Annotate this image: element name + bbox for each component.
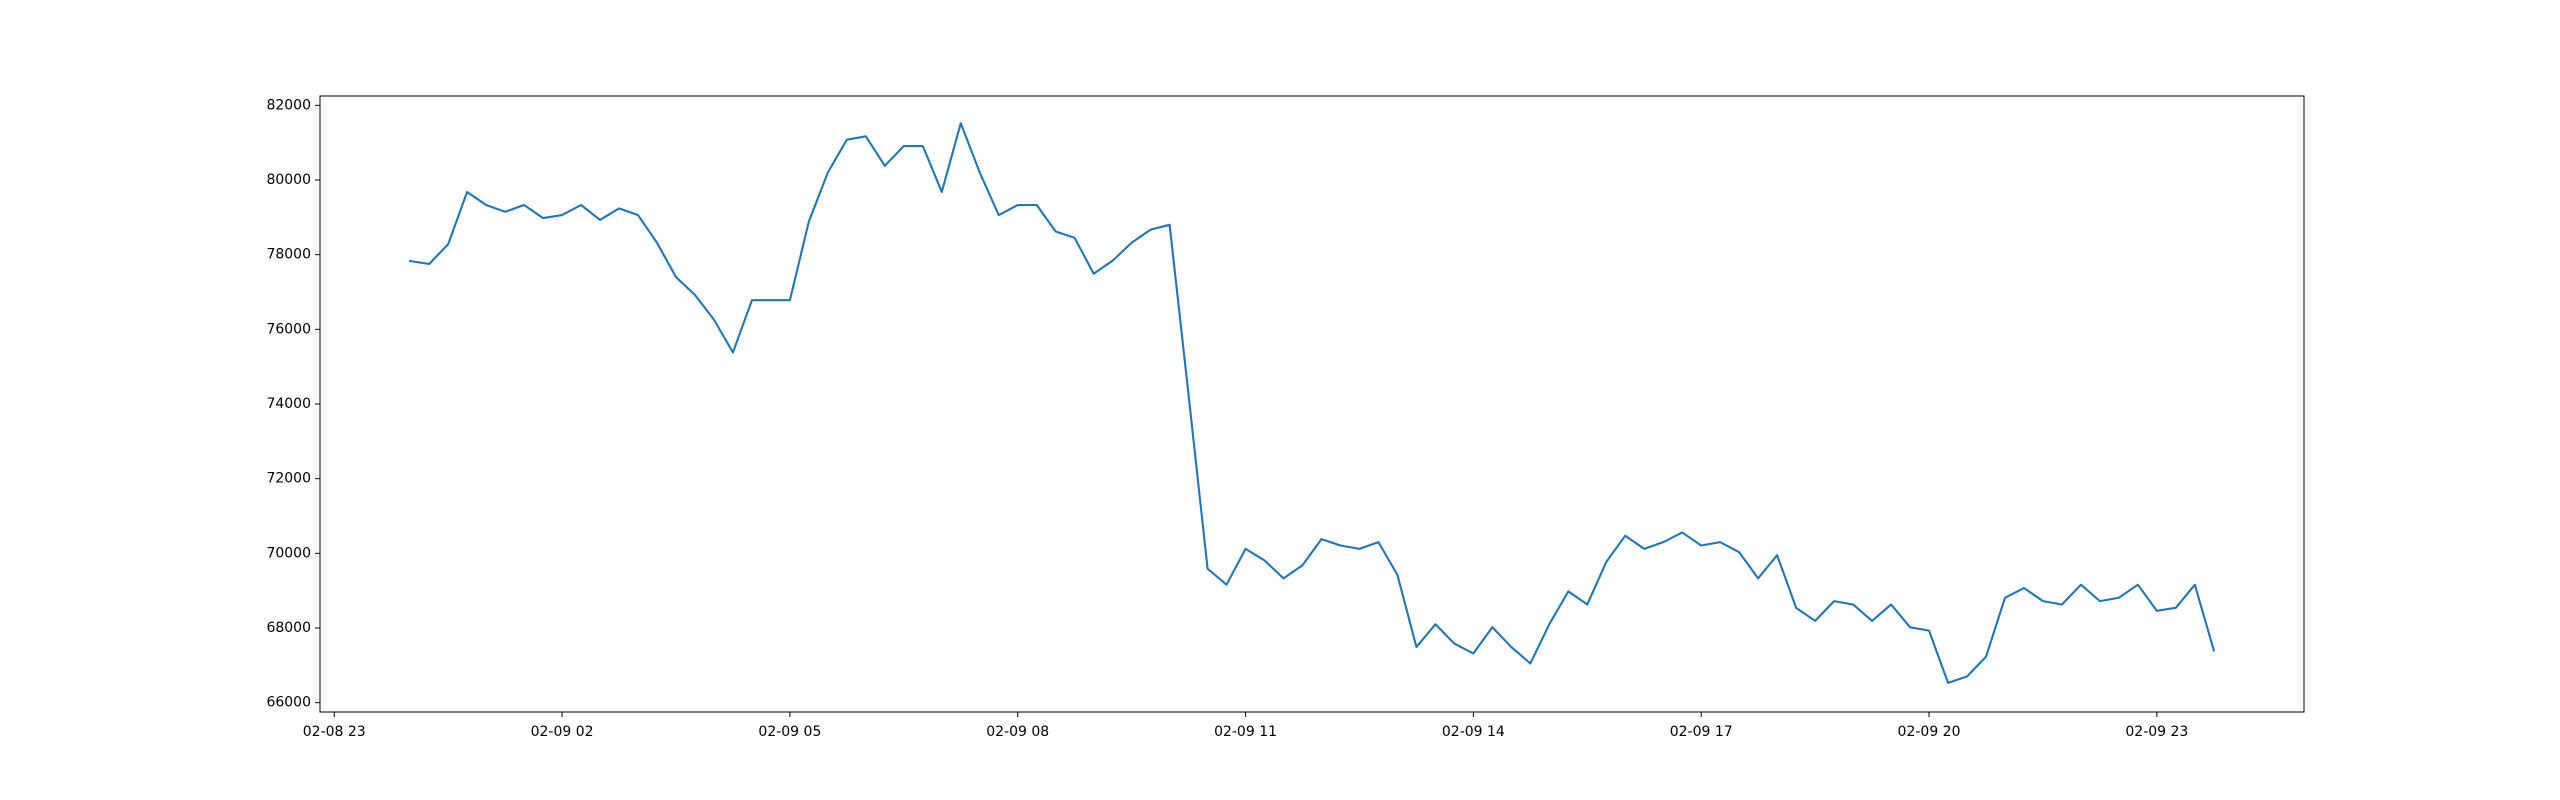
y-tick-label: 72000 — [266, 471, 311, 487]
y-tick-label: 82000 — [266, 97, 311, 113]
x-tick-label: 02-09 17 — [1670, 724, 1733, 740]
x-tick-label: 02-09 05 — [758, 724, 821, 740]
x-tick-label: 02-09 11 — [1214, 724, 1277, 740]
y-tick-label: 66000 — [266, 695, 311, 711]
x-tick-label: 02-09 20 — [1898, 724, 1961, 740]
x-tick-label: 02-09 08 — [986, 724, 1049, 740]
y-tick-label: 70000 — [266, 545, 311, 561]
x-tick-label: 02-09 23 — [2125, 724, 2188, 740]
y-tick-label: 78000 — [266, 247, 311, 263]
y-tick-label: 80000 — [266, 172, 311, 188]
y-tick-label: 76000 — [266, 321, 311, 337]
x-tick-label: 02-09 02 — [531, 724, 594, 740]
data-line — [408, 122, 2216, 684]
x-tick-label: 02-08 23 — [303, 724, 366, 740]
x-tick-label: 02-09 14 — [1442, 724, 1505, 740]
y-tick-label: 68000 — [266, 620, 311, 636]
y-tick-label: 74000 — [266, 396, 311, 412]
axes-frame — [319, 95, 2305, 713]
